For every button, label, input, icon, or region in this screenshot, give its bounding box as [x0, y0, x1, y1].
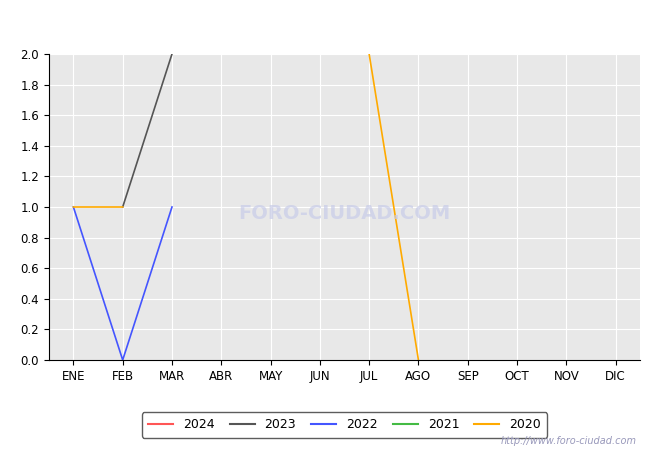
Text: http://www.foro-ciudad.com: http://www.foro-ciudad.com — [501, 436, 637, 446]
Legend: 2024, 2023, 2022, 2021, 2020: 2024, 2023, 2022, 2021, 2020 — [142, 412, 547, 438]
Text: FORO-CIUDAD.COM: FORO-CIUDAD.COM — [239, 203, 450, 223]
Text: Matriculaciones de Vehiculos en Arguis: Matriculaciones de Vehiculos en Arguis — [149, 10, 501, 28]
